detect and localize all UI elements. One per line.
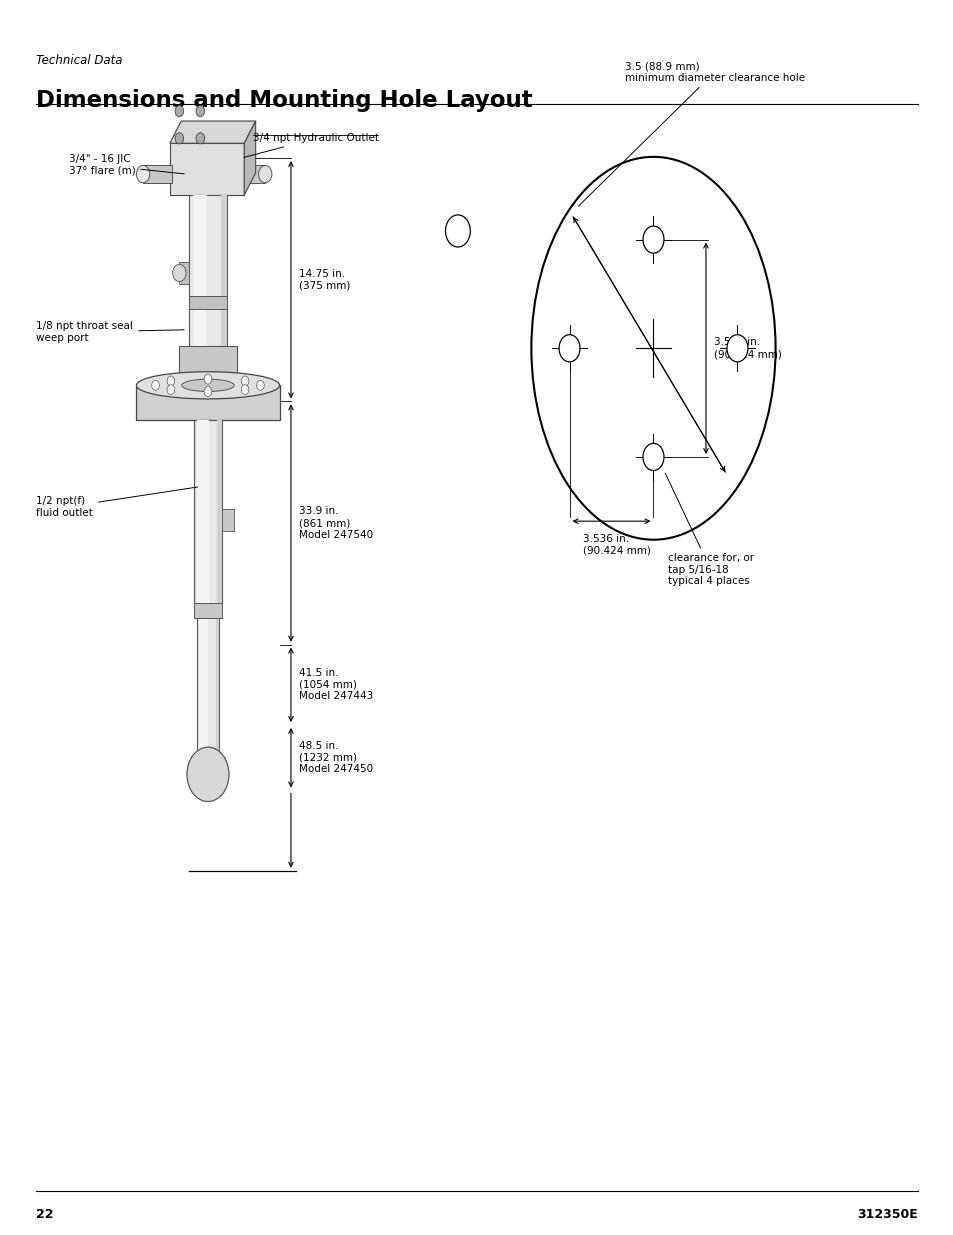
Text: 3.5 (88.9 mm)
minimum diameter clearance hole: 3.5 (88.9 mm) minimum diameter clearance… [578,62,804,206]
Circle shape [256,380,264,390]
Circle shape [558,335,579,362]
Circle shape [152,380,159,390]
Circle shape [187,747,229,802]
Circle shape [196,106,204,116]
Text: 48.5 in.
(1232 mm)
Model 247450: 48.5 in. (1232 mm) Model 247450 [298,741,373,774]
Bar [222,509,233,531]
Bar [215,605,219,760]
Bar [193,420,222,605]
Text: 33.9 in.
(861 mm)
Model 247540: 33.9 in. (861 mm) Model 247540 [298,506,373,540]
Circle shape [172,264,186,282]
Text: Technical Data: Technical Data [36,54,123,68]
Text: 3/4 npt Hydraulic Outlet: 3/4 npt Hydraulic Outlet [244,133,378,157]
Circle shape [174,106,183,116]
Text: 3.536 in.
(90.424 mm): 3.536 in. (90.424 mm) [582,534,650,555]
Bar [216,420,222,605]
Text: 14.75 in.
(375 mm): 14.75 in. (375 mm) [298,269,350,290]
Text: 312350E: 312350E [856,1208,917,1221]
Text: 3.536 in.
(90.424 mm): 3.536 in. (90.424 mm) [713,337,781,359]
Circle shape [258,165,272,183]
Text: 1/8 npt throat seal
weep port: 1/8 npt throat seal weep port [36,321,184,342]
Circle shape [726,335,747,362]
Circle shape [445,215,470,247]
Bar [197,420,209,605]
Polygon shape [244,121,255,195]
Bar [193,195,207,346]
Bar [199,605,208,760]
Polygon shape [170,121,255,143]
Circle shape [174,133,183,143]
Circle shape [241,385,249,395]
Circle shape [642,226,663,253]
Circle shape [642,443,663,471]
Ellipse shape [136,372,279,399]
Circle shape [204,387,212,396]
Circle shape [241,375,249,385]
Bar [143,165,172,183]
Circle shape [167,385,174,395]
Text: 41.5 in.
(1054 mm)
Model 247443: 41.5 in. (1054 mm) Model 247443 [298,668,373,701]
Circle shape [167,375,174,385]
Text: 22: 22 [36,1208,53,1221]
Circle shape [196,133,204,143]
Bar [136,385,279,420]
Bar [189,296,227,309]
Bar [196,605,219,760]
Bar [221,195,227,346]
Text: Dimensions and Mounting Hole Layout: Dimensions and Mounting Hole Layout [36,89,533,112]
Circle shape [136,165,150,183]
Bar [170,143,244,195]
Bar [193,603,222,618]
Text: 3/4" - 16 JIC
37° flare (m): 3/4" - 16 JIC 37° flare (m) [69,154,184,175]
Ellipse shape [181,379,234,391]
Bar [179,262,189,284]
Bar [179,346,236,377]
Bar [189,195,227,346]
Circle shape [204,374,212,384]
Text: clearance for, or
tap 5/16-18
typical 4 places: clearance for, or tap 5/16-18 typical 4 … [664,473,753,587]
Text: 1/2 npt(f)
fluid outlet: 1/2 npt(f) fluid outlet [36,487,197,517]
Bar [244,165,265,183]
